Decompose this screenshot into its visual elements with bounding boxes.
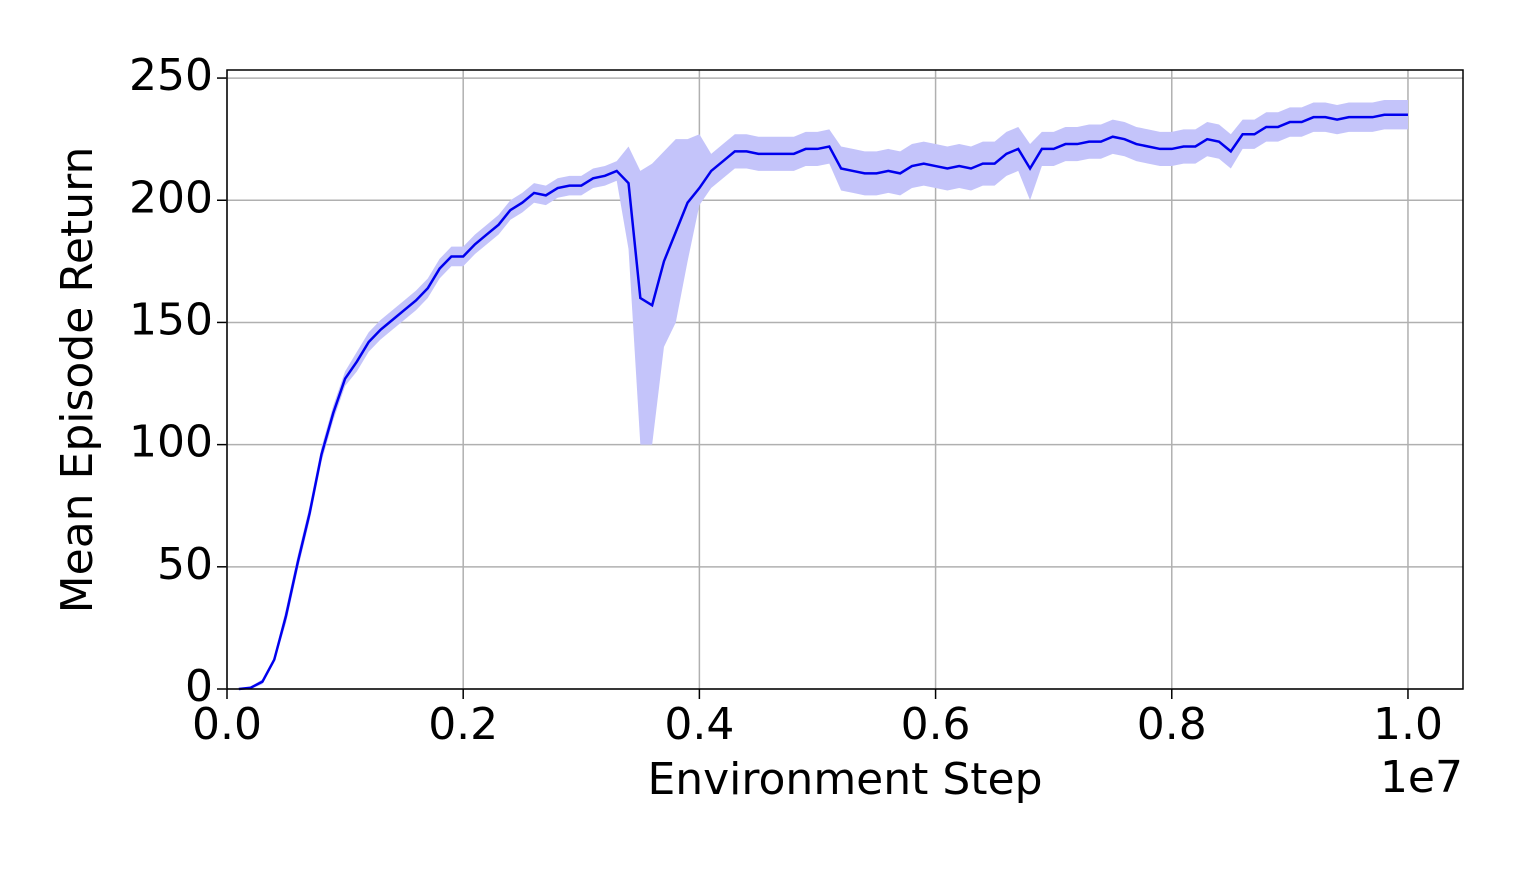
- y-tick-label: 100: [129, 417, 213, 468]
- y-tick-label: 0: [185, 661, 213, 712]
- x-tick-label: 0.6: [901, 699, 971, 750]
- y-tick-label: 200: [129, 172, 213, 223]
- confidence-band: [238, 100, 1408, 689]
- x-offset-label: 1e7: [1380, 752, 1463, 803]
- x-tick-label: 0.0: [192, 699, 262, 750]
- y-tick-label: 250: [129, 50, 213, 101]
- line: [238, 113, 1408, 691]
- x-tick-label: 0.8: [1137, 699, 1207, 750]
- y-axis-label: Mean Episode Return: [52, 147, 103, 614]
- y-tick-label: 50: [157, 539, 213, 590]
- plot-frame: [226, 69, 1464, 690]
- x-tick-label: 1.0: [1373, 699, 1443, 750]
- x-tick-label: 0.4: [664, 699, 734, 750]
- x-tick-label: 0.2: [428, 699, 498, 750]
- y-tick-label: 150: [129, 294, 213, 345]
- x-axis-label: Environment Step: [647, 754, 1042, 805]
